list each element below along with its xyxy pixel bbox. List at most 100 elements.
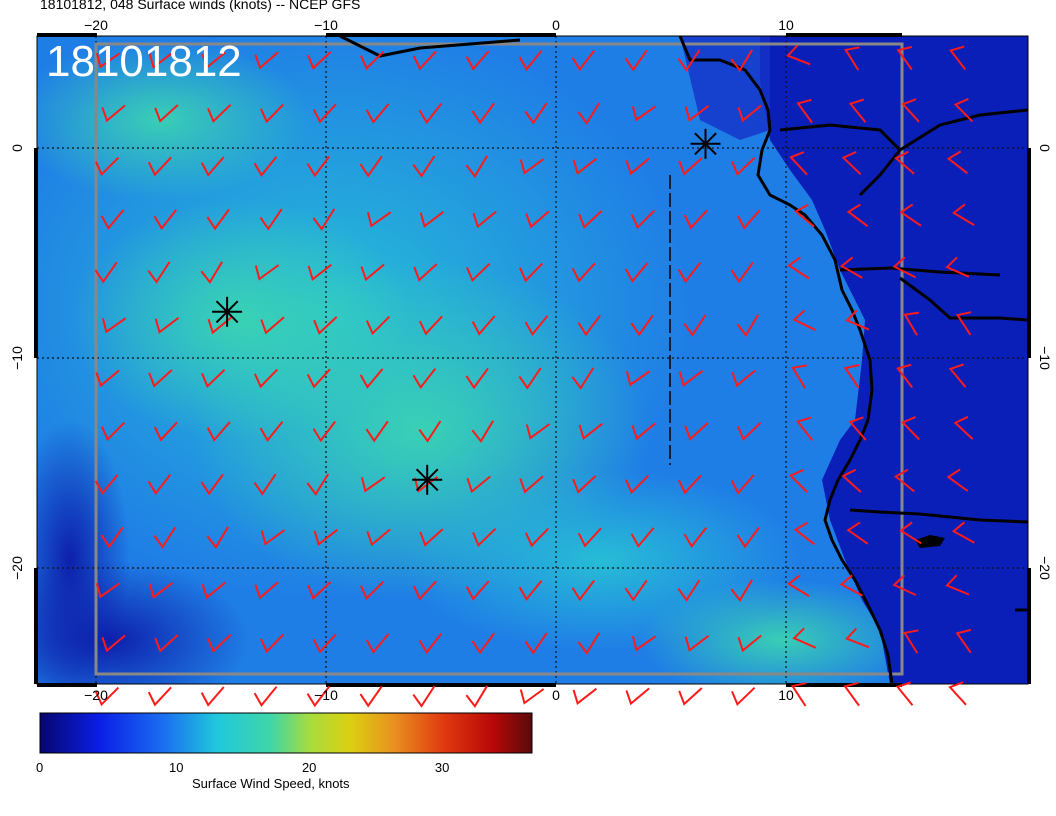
wind-barb: [677, 474, 702, 495]
wind-barb: [100, 209, 125, 230]
wind-barb: [253, 368, 279, 389]
wind-barb: [624, 49, 648, 72]
wind-barb: [737, 421, 762, 442]
wind-barb: [577, 314, 601, 337]
wind-barb: [845, 309, 870, 331]
wind-barb: [465, 50, 490, 71]
wind-barb: [154, 104, 179, 123]
latitude-label: −10: [1037, 346, 1053, 370]
wind-barb: [100, 526, 124, 549]
wind-barb: [678, 157, 703, 176]
wind-barb: [841, 150, 862, 176]
wind-barb: [796, 416, 814, 442]
wind-barb: [677, 261, 702, 284]
wind-barb: [736, 209, 761, 230]
colorbar-tick-label: 0: [36, 760, 44, 775]
wind-barb: [260, 316, 285, 335]
wind-barb: [200, 261, 223, 284]
wind-barb: [787, 574, 810, 597]
wind-barb: [955, 628, 972, 654]
wind-barb: [730, 474, 755, 495]
wind-barb: [839, 574, 863, 597]
wind-barb: [519, 158, 545, 175]
wind-barb: [259, 103, 285, 124]
wind-barb: [788, 468, 809, 494]
wind-barb: [465, 685, 488, 708]
wind-barb: [471, 315, 496, 336]
wind-speed-field: [37, 36, 1028, 684]
wind-barb: [525, 423, 551, 440]
wind-barb: [730, 579, 753, 602]
wind-barb: [359, 685, 383, 708]
wind-barb: [677, 579, 701, 602]
colorbar-tick-label: 20: [301, 760, 317, 775]
wind-barb: [201, 581, 226, 600]
wind-barb: [630, 314, 654, 337]
wind-barb: [896, 45, 913, 71]
wind-barb: [899, 203, 922, 227]
longitude-label: −20: [84, 687, 108, 703]
wind-barb: [365, 420, 389, 443]
wind-barb: [945, 574, 970, 596]
wind-barb: [412, 50, 437, 71]
wind-barb: [678, 370, 704, 387]
wind-barb: [625, 157, 650, 176]
wind-barb: [846, 521, 869, 545]
wind-barb: [360, 476, 386, 493]
wind-barb: [736, 314, 759, 337]
wind-barb: [625, 687, 650, 706]
longitude-label: −10: [314, 687, 338, 703]
wind-barb: [524, 315, 549, 336]
wind-barb: [948, 681, 967, 706]
wind-barb: [207, 633, 232, 654]
coastline: [339, 36, 1028, 684]
wind-barb: [306, 685, 330, 708]
wind-barb: [841, 468, 862, 493]
wind-barb: [577, 527, 602, 548]
wind-barb: [465, 580, 490, 601]
longitude-label: 0: [552, 687, 560, 703]
wind-barb: [254, 51, 279, 70]
wind-barb: [624, 579, 648, 602]
latitude-label: 0: [9, 144, 25, 152]
wind-barb: [153, 421, 178, 442]
longitude-label: 0: [552, 17, 560, 33]
wind-barb: [307, 51, 332, 70]
colorbar-label: Surface Wind Speed, knots: [192, 776, 350, 791]
wind-barb: [631, 635, 657, 652]
subdomain-box: [94, 42, 904, 676]
wind-barb: [359, 580, 385, 601]
wind-barb: [465, 367, 489, 390]
wind-barb: [148, 369, 173, 388]
wind-barb: [524, 102, 548, 125]
longitude-label: −20: [84, 17, 108, 33]
wind-barb: [253, 156, 278, 177]
wind-barb: [259, 633, 285, 654]
storm-marker: [212, 296, 243, 327]
wind-barb: [254, 581, 279, 600]
wind-barb: [94, 474, 119, 495]
wind-barb: [418, 420, 442, 443]
wind-barb: [731, 686, 756, 707]
wind-barb: [787, 256, 810, 280]
wind-barb: [572, 475, 597, 494]
wind-barb: [465, 155, 488, 178]
wind-barb: [892, 256, 917, 279]
wind-barb: [730, 261, 754, 284]
longitude-labels: −20 −20 −10 −10 0 0 10 10: [84, 17, 794, 703]
wind-barb: [683, 314, 707, 337]
wind-barb: [518, 580, 543, 601]
wind-barb: [200, 156, 225, 177]
wind-barb: [312, 208, 336, 231]
wind-barb: [519, 475, 544, 494]
wind-barb: [796, 98, 813, 124]
wind-barb: [624, 474, 650, 495]
wind-barb: [201, 51, 226, 70]
wind-barb: [737, 634, 762, 653]
wind-barb: [412, 580, 437, 601]
wind-barb: [359, 368, 384, 389]
wind-barb: [101, 634, 126, 653]
wind-barb: [571, 579, 595, 602]
wind-barb: [737, 104, 762, 123]
